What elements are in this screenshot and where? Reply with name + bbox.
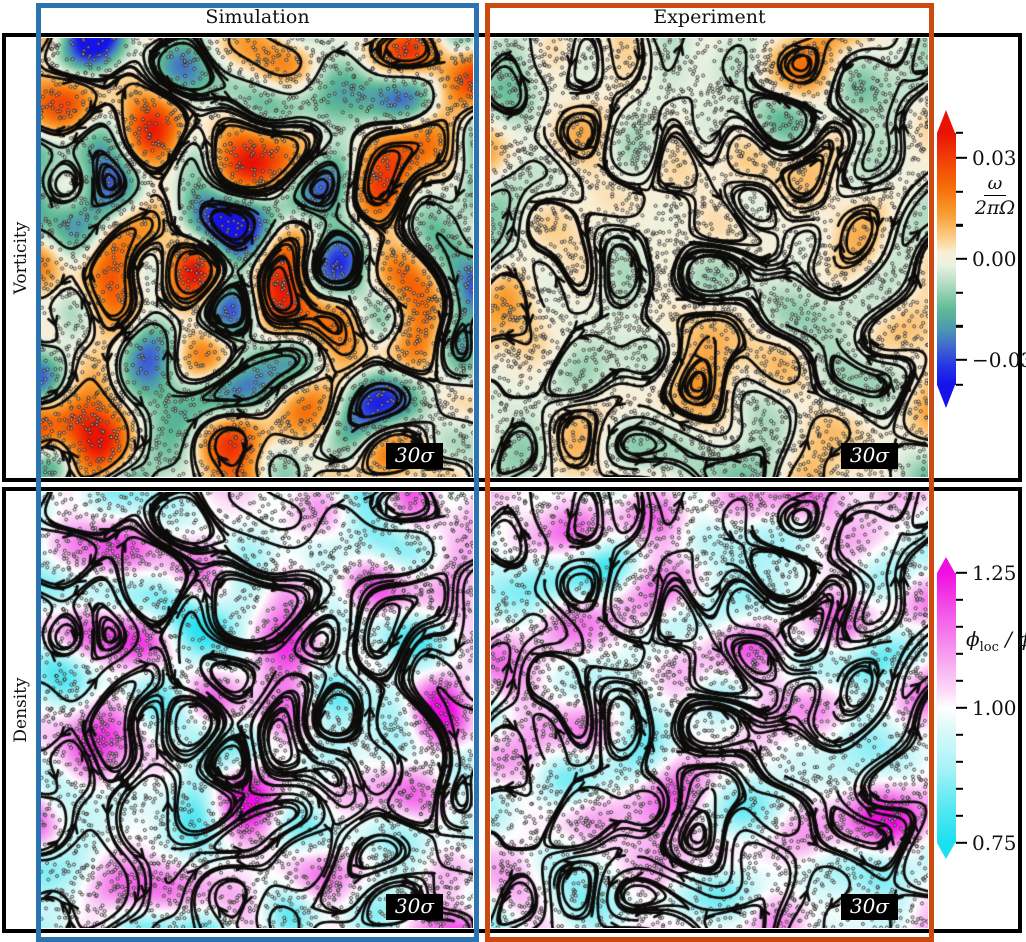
colorbar-arrow-top (937, 110, 955, 133)
colorbar-tick-label: −0.03 (972, 348, 1026, 373)
colorbar-tick (956, 652, 963, 656)
density-colorbar-label: ϕloc / ϕ (966, 627, 1026, 655)
colorbar-gradient (937, 573, 956, 843)
colorbar-tick-label: 0.75 (972, 831, 1017, 855)
colorbar-tick-label: 1.00 (972, 696, 1017, 720)
colorbar-label-numerator: ω (983, 173, 1007, 196)
colorbar-gradient (937, 133, 956, 385)
colorbar-ticks: 0.03 0.00 −0.03 (956, 131, 1026, 387)
colorbar-tick (956, 733, 963, 737)
colorbar-arrow-bottom (937, 385, 955, 408)
vorticity-colorbar: 0.03 0.00 −0.03 (937, 110, 1026, 408)
colorbar-tick-label: 1.25 (972, 561, 1017, 585)
colorbar-tick (956, 358, 967, 362)
colorbar-tick (956, 760, 963, 764)
colorbar-tick (956, 156, 967, 160)
row-label-vorticity: Vorticity (11, 221, 31, 295)
colorbar-tick (956, 598, 963, 602)
column-header-experiment: Experiment (653, 6, 766, 28)
experiment-density-canvas (491, 492, 928, 928)
panel-experiment-density: 30σ (491, 492, 928, 928)
scalebar: 30σ (840, 443, 898, 469)
colorbar-tick (956, 257, 967, 261)
colorbar-label-denominator: 2πΩ (974, 197, 1016, 219)
scalebar: 30σ (385, 443, 443, 469)
panel-simulation-vorticity: 30σ (41, 38, 473, 477)
column-header-simulation: Simulation (205, 6, 310, 28)
colorbar-tick (956, 814, 963, 818)
experiment-vorticity-canvas (491, 38, 928, 477)
colorbar-tick-label: 0.03 (972, 145, 1017, 170)
row-label-density: Density (11, 677, 31, 743)
density-colorbar: 1.25 1.00 0.75 (937, 557, 1017, 859)
scalebar: 30σ (385, 894, 443, 920)
colorbar-arrow-bottom (937, 843, 955, 859)
vorticity-colorbar-label: ω 2πΩ (967, 173, 1023, 219)
phi-loc-symbol: ϕ (966, 627, 980, 651)
colorbar-tick (956, 571, 967, 575)
colorbar-tick (956, 383, 963, 387)
colorbar-tick (956, 625, 963, 629)
simulation-density-canvas (41, 492, 473, 928)
colorbar-tick (956, 224, 963, 227)
colorbar-tick (956, 706, 967, 710)
colorbar-tick (956, 131, 963, 135)
colorbar-tick (956, 291, 963, 294)
panel-simulation-density: 30σ (41, 492, 473, 928)
colorbar-arrow-top (937, 557, 955, 573)
panel-experiment-vorticity: 30σ (491, 38, 928, 477)
phi-ratio-suffix: / ϕ (1005, 627, 1026, 651)
colorbar-tick (956, 841, 967, 845)
colorbar-tick (956, 679, 963, 683)
colorbar-tick (956, 787, 963, 791)
colorbar-ticks: 1.25 1.00 0.75 (956, 561, 1026, 855)
scalebar: 30σ (840, 894, 898, 920)
simulation-vorticity-canvas (41, 38, 473, 477)
colorbar-tick-label: 0.00 (972, 247, 1017, 271)
phi-loc-subscript: loc (979, 640, 999, 655)
colorbar-tick (956, 190, 963, 193)
colorbar-tick (956, 325, 963, 328)
